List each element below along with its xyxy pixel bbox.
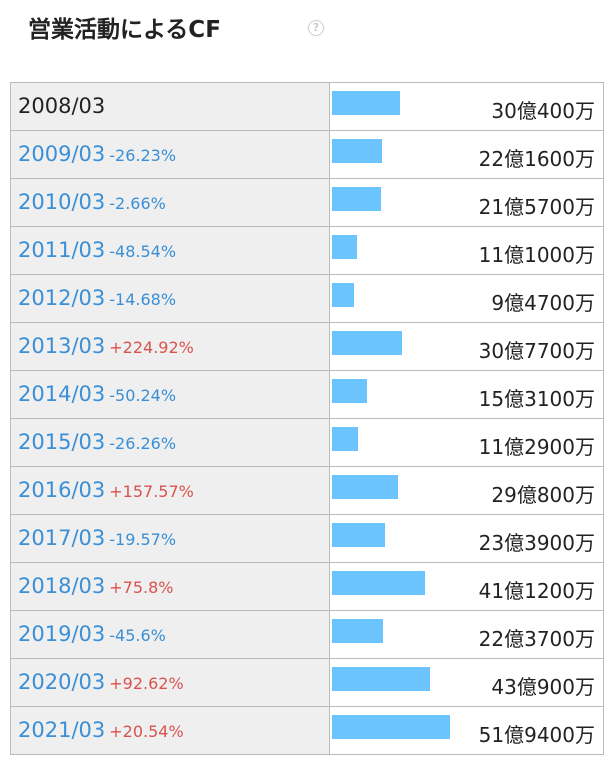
change: -2.66%: [109, 194, 166, 213]
year: 2020/03 +92.62%: [18, 670, 184, 694]
bar: [332, 619, 383, 643]
amount: 41億1200万: [478, 579, 595, 603]
bar: [332, 139, 383, 163]
bar: [332, 91, 401, 115]
year-cell: 2020/03 +92.62%: [11, 659, 330, 706]
change: -50.24%: [109, 386, 177, 405]
table-row: 2012/03 -14.68% 9億4700万: [10, 275, 604, 323]
title: 営業活動によるCF: [28, 17, 221, 43]
bar: [332, 715, 450, 739]
amount: 43億900万: [491, 675, 595, 699]
bar: [332, 331, 402, 355]
year: 2010/03 -2.66%: [18, 190, 166, 214]
table-row: 2015/03 -26.26% 11億2900万: [10, 419, 604, 467]
table-row: 2018/03 +75.8% 41億1200万: [10, 563, 604, 611]
amount: 21億5700万: [478, 195, 595, 219]
bar: [332, 667, 430, 691]
table-row: 2017/03 -19.57% 23億3900万: [10, 515, 604, 563]
year-cell: 2014/03 -50.24%: [11, 371, 330, 418]
year-cell: 2016/03 +157.57%: [11, 467, 330, 514]
change: -48.54%: [109, 242, 177, 261]
year-cell: 2011/03 -48.54%: [11, 227, 330, 274]
amount: 15億3100万: [478, 387, 595, 411]
change: -26.23%: [109, 146, 177, 165]
change: -19.57%: [109, 530, 177, 549]
year-cell: 2013/03 +224.92%: [11, 323, 330, 370]
amount: 11億1000万: [478, 243, 595, 267]
year: 2015/03 -26.26%: [18, 430, 177, 454]
year: 2014/03 -50.24%: [18, 382, 177, 406]
table: 2008/03 30億400万 2009/03 -26.23% 22億1600万 2010…: [10, 82, 604, 755]
bar: [332, 427, 358, 451]
table-row: 2019/03 -45.6% 22億3700万: [10, 611, 604, 659]
year: 2021/03 +20.54%: [18, 718, 184, 742]
amount: 29億800万: [491, 483, 595, 507]
bar: [332, 379, 367, 403]
bar: [332, 187, 381, 211]
table-row: 2008/03 30億400万: [10, 83, 604, 131]
year: 2016/03 +157.57%: [18, 478, 194, 502]
help-icon[interactable]: ?: [308, 20, 324, 36]
year-cell: 2021/03 +20.54%: [11, 707, 330, 754]
table-row: 2020/03 +92.62% 43億900万: [10, 659, 604, 707]
change: -45.6%: [109, 626, 166, 645]
year: 2017/03 -19.57%: [18, 526, 177, 550]
bar: [332, 571, 426, 595]
table-row: 2016/03 +157.57% 29億800万: [10, 467, 604, 515]
table-row: 2009/03 -26.23% 22億1600万: [10, 131, 604, 179]
amount: 51億9400万: [478, 723, 595, 747]
change: -26.26%: [109, 434, 177, 453]
year-cell: 2010/03 -2.66%: [11, 179, 330, 226]
table-row: 2010/03 -2.66% 21億5700万: [10, 179, 604, 227]
year-cell: 2012/03 -14.68%: [11, 275, 330, 322]
year: 2013/03 +224.92%: [18, 334, 194, 358]
year-cell: 2008/03: [11, 83, 330, 130]
change: +20.54%: [109, 722, 184, 741]
bar: [332, 523, 386, 547]
table-row: 2021/03 +20.54% 51億9400万: [10, 707, 604, 755]
change: +157.57%: [109, 482, 194, 501]
amount: 22億3700万: [478, 627, 595, 651]
year-cell: 2017/03 -19.57%: [11, 515, 330, 562]
year-cell: 2018/03 +75.8%: [11, 563, 330, 610]
year: 2011/03 -48.54%: [18, 238, 177, 262]
change: +92.62%: [109, 674, 184, 693]
amount: 11億2900万: [478, 435, 595, 459]
year: 2012/03 -14.68%: [18, 286, 177, 310]
table-row: 2013/03 +224.92% 30億7700万: [10, 323, 604, 371]
amount: 30億7700万: [478, 339, 595, 363]
bar: [332, 235, 358, 259]
bar: [332, 475, 399, 499]
year: 2008/03: [18, 94, 106, 118]
year: 2019/03 -45.6%: [18, 622, 166, 646]
table-row: 2011/03 -48.54% 11億1000万: [10, 227, 604, 275]
bar: [332, 283, 354, 307]
year: 2009/03 -26.23%: [18, 142, 177, 166]
amount: 30億400万: [491, 99, 595, 123]
change: +75.8%: [109, 578, 174, 597]
year-cell: 2009/03 -26.23%: [11, 131, 330, 178]
change: -14.68%: [109, 290, 177, 309]
amount: 9億4700万: [491, 291, 595, 315]
amount: 23億3900万: [478, 531, 595, 555]
year: 2018/03 +75.8%: [18, 574, 174, 598]
year-cell: 2015/03 -26.26%: [11, 419, 330, 466]
amount: 22億1600万: [478, 147, 595, 171]
change: +224.92%: [109, 338, 194, 357]
year-cell: 2019/03 -45.6%: [11, 611, 330, 658]
table-row: 2014/03 -50.24% 15億3100万: [10, 371, 604, 419]
